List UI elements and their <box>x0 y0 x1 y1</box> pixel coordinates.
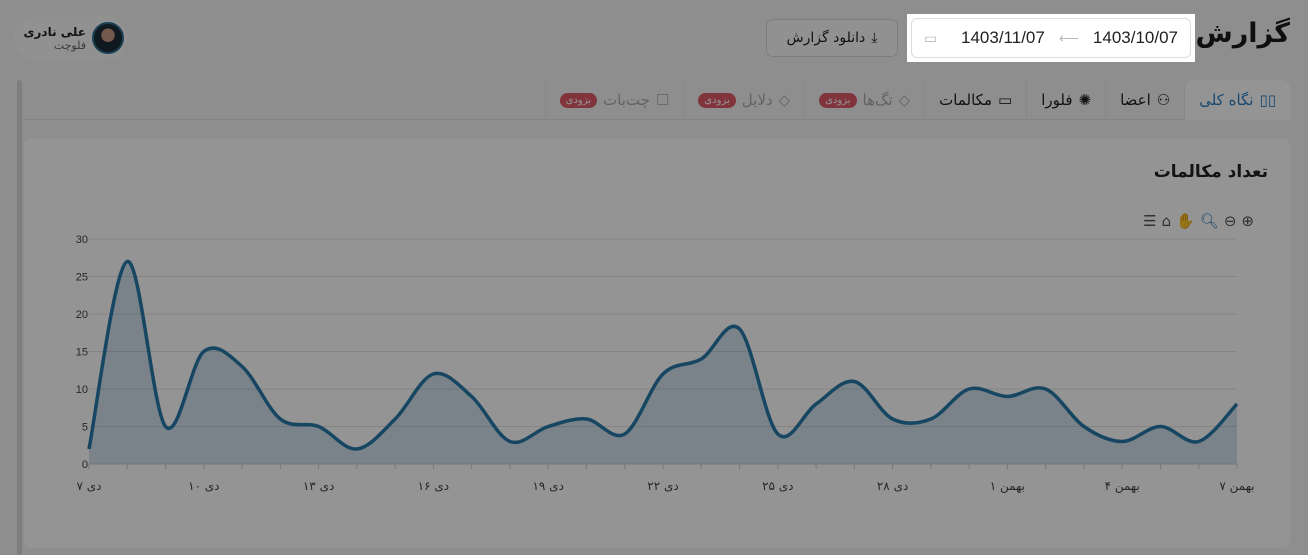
bot-icon: ☐ <box>655 91 670 109</box>
y-tick-label: 10 <box>76 384 88 396</box>
users-icon: ⚇ <box>1156 91 1171 109</box>
zoom-out-icon[interactable]: ⊖ <box>1223 212 1237 230</box>
scrollbar[interactable] <box>17 80 22 555</box>
x-tick-label: ۱ بهمن <box>990 479 1025 494</box>
x-tick-label: ۱۳ دی <box>303 479 334 493</box>
tab-3[interactable]: ▭ مکالمات <box>924 80 1026 120</box>
menu-icon[interactable]: ☰ <box>1143 212 1157 230</box>
coming-soon-badge: بزودی <box>698 92 736 108</box>
chat-icon: ▭ <box>998 91 1013 109</box>
tab-label: فلورا <box>1041 91 1073 109</box>
series-line <box>87 259 1239 451</box>
user-org: فلوچت <box>53 38 86 52</box>
date-range-picker[interactable]: 1403/10/07 ⟵ 1403/11/07 ▭ <box>907 14 1195 62</box>
tab-label: تگ‌ها <box>862 91 893 109</box>
conversations-chart-card: تعداد مکالمات ☰ ⌂ ✋ 🔍︎ ⊖ ⊕ <box>24 138 1290 548</box>
x-tick-label: ۲۵ دی <box>762 479 793 493</box>
x-tick-label: ۷ دی <box>76 479 101 493</box>
x-tick-label: ۱۶ دی <box>418 479 449 493</box>
tab-4[interactable]: ◇ تگ‌ها بزودی <box>804 80 924 120</box>
page-title: گزارش <box>1195 18 1290 49</box>
date-from[interactable]: 1403/10/07 <box>1092 28 1178 47</box>
tab-label: اعضا <box>1120 91 1151 109</box>
user-name: علی نادری <box>23 24 87 39</box>
home-icon[interactable]: ⌂ <box>1161 212 1172 230</box>
pan-icon[interactable]: ✋ <box>1176 212 1195 230</box>
y-tick-label: 25 <box>76 272 88 284</box>
coming-soon-badge: بزودی <box>819 92 857 108</box>
x-tick-label: ۱۹ دی <box>532 479 563 493</box>
x-tick-label: ۲۲ دی <box>647 479 678 493</box>
tab-label: مکالمات <box>939 91 992 109</box>
tab-6[interactable]: ☐ چت‌بات بزودی <box>544 80 684 120</box>
layout-icon: ▯▯ <box>1259 91 1276 109</box>
y-tick-label: 0 <box>82 459 88 471</box>
tab-2[interactable]: ✺ فلورا <box>1026 80 1105 120</box>
tab-5[interactable]: ◇ دلایل بزودی <box>683 80 804 120</box>
tab-1[interactable]: ⚇ اعضا <box>1105 80 1184 120</box>
tag-icon: ◇ <box>778 91 791 109</box>
tag-icon: ◇ <box>898 91 911 109</box>
download-report-button[interactable]: ⤓ دانلود گزارش <box>766 19 898 57</box>
tab-label: نگاه کلی <box>1199 91 1254 109</box>
x-tick-label: ۴ بهمن <box>1105 479 1140 494</box>
y-tick-label: 15 <box>76 347 88 359</box>
card-title: تعداد مکالمات <box>1153 162 1268 182</box>
tab-bar: ▯▯ نگاه کلی ⚇ اعضا ✺ فلورا ▭ مکالمات ◇ تگ‌ها بزودی… <box>22 80 1290 120</box>
area-fill <box>89 261 1237 464</box>
y-tick-label: 20 <box>76 309 88 321</box>
arrow-left-icon: ⟵ <box>1058 29 1079 46</box>
date-to[interactable]: 1403/11/07 <box>961 28 1045 47</box>
x-tick-label: ۱۰ دی <box>188 479 219 493</box>
coming-soon-badge: بزودی <box>559 92 598 108</box>
zoom-icon[interactable]: 🔍︎ <box>1199 212 1219 230</box>
calendar-icon: ▭ <box>924 29 938 46</box>
x-tick-label: ۲۸ دی <box>877 479 908 493</box>
sparkle-icon: ✺ <box>1078 91 1092 109</box>
tab-label: چت‌بات <box>603 91 650 109</box>
x-tick-label: ۷ بهمن <box>1219 479 1254 494</box>
tab-0[interactable]: ▯▯ نگاه کلی <box>1184 80 1290 120</box>
chart-toolbar: ☰ ⌂ ✋ 🔍︎ ⊖ ⊕ <box>1143 212 1254 230</box>
download-label: دانلود گزارش <box>786 30 866 46</box>
tab-label: دلایل <box>741 91 773 109</box>
y-tick-label: 30 <box>76 234 88 246</box>
user-menu[interactable]: علی نادری فلوچت <box>14 16 128 60</box>
zoom-in-icon[interactable]: ⊕ <box>1241 212 1254 230</box>
y-tick-label: 5 <box>82 422 88 434</box>
download-icon: ⤓ <box>871 30 878 46</box>
avatar <box>92 22 124 54</box>
